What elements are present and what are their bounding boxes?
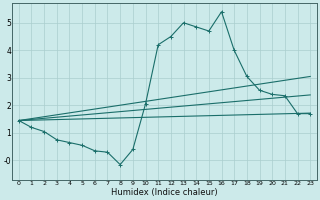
X-axis label: Humidex (Indice chaleur): Humidex (Indice chaleur) [111,188,218,197]
